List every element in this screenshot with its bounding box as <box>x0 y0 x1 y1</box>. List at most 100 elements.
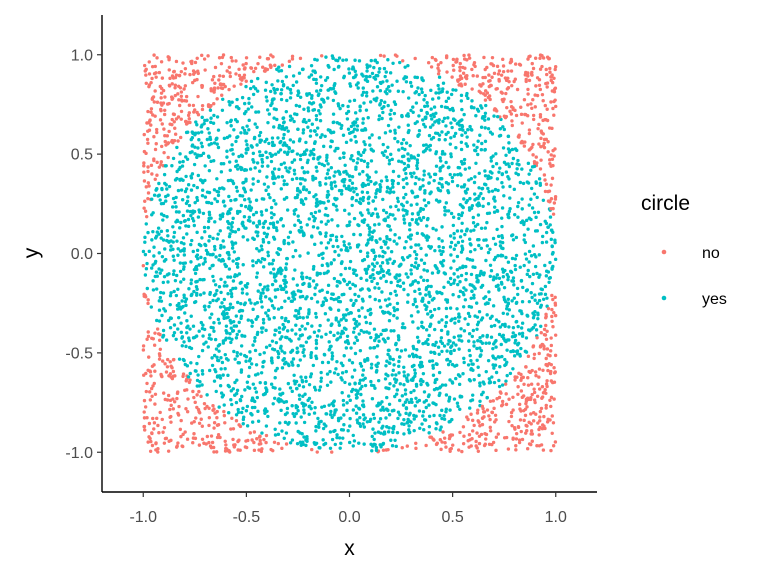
point-yes <box>299 344 303 348</box>
point-yes <box>488 247 492 251</box>
point-yes <box>145 261 149 266</box>
point-yes <box>164 338 169 342</box>
point-yes <box>316 416 320 421</box>
point-yes <box>500 216 504 220</box>
point-yes <box>201 211 206 216</box>
point-yes <box>345 339 350 343</box>
point-yes <box>444 201 449 205</box>
point-yes <box>513 267 518 272</box>
point-yes <box>315 334 320 338</box>
point-no <box>401 59 405 63</box>
point-yes <box>481 115 485 120</box>
point-yes <box>157 319 162 323</box>
point-yes <box>553 238 557 242</box>
point-yes <box>336 104 341 108</box>
point-no <box>176 92 180 96</box>
point-no <box>497 69 502 73</box>
point-no <box>537 367 542 371</box>
point-yes <box>212 159 216 163</box>
point-yes <box>414 256 418 261</box>
point-yes <box>365 190 370 195</box>
point-yes <box>312 330 317 334</box>
point-no <box>552 99 556 104</box>
point-yes <box>514 253 519 258</box>
point-no <box>146 109 150 114</box>
point-yes <box>550 267 554 271</box>
point-yes <box>266 284 270 288</box>
point-no <box>191 69 196 73</box>
point-no <box>175 391 180 396</box>
point-no <box>479 432 484 437</box>
point-yes <box>298 440 303 444</box>
point-yes <box>278 387 282 391</box>
point-yes <box>202 121 206 126</box>
point-yes <box>342 413 346 417</box>
point-yes <box>283 299 287 303</box>
point-yes <box>477 310 482 314</box>
point-yes <box>160 313 164 318</box>
point-yes <box>248 167 253 171</box>
point-yes <box>357 294 361 298</box>
point-no <box>221 74 226 79</box>
point-yes <box>541 198 546 202</box>
point-yes <box>441 81 446 85</box>
point-no <box>506 447 511 451</box>
point-yes <box>285 256 289 261</box>
point-yes <box>454 88 458 92</box>
point-yes <box>171 156 176 161</box>
point-yes <box>385 258 389 262</box>
point-no <box>529 395 533 400</box>
point-yes <box>424 147 429 151</box>
point-yes <box>449 154 453 159</box>
point-no <box>231 427 236 431</box>
point-yes <box>313 210 318 215</box>
point-yes <box>287 64 292 69</box>
point-yes <box>377 136 382 140</box>
point-yes <box>364 94 369 98</box>
point-yes <box>228 318 232 323</box>
point-yes <box>391 213 395 217</box>
point-yes <box>463 131 468 135</box>
point-no <box>550 314 554 319</box>
point-yes <box>511 314 515 318</box>
point-yes <box>176 307 180 311</box>
point-yes <box>342 354 346 358</box>
point-yes <box>161 280 166 285</box>
point-yes <box>171 254 176 258</box>
point-no <box>207 423 211 428</box>
point-no <box>244 56 249 60</box>
point-yes <box>403 65 407 69</box>
point-yes <box>373 386 377 390</box>
point-yes <box>363 148 367 152</box>
point-yes <box>372 264 377 268</box>
point-no <box>378 53 383 58</box>
point-yes <box>429 284 433 289</box>
point-no <box>142 63 147 68</box>
point-yes <box>178 261 183 265</box>
point-no <box>462 434 466 438</box>
point-yes <box>483 174 488 178</box>
point-yes <box>395 283 400 288</box>
point-no <box>252 448 257 453</box>
point-no <box>492 71 497 76</box>
point-yes <box>457 338 461 342</box>
point-yes <box>256 289 260 293</box>
point-yes <box>298 153 303 158</box>
point-yes <box>386 348 391 352</box>
point-yes <box>251 177 255 181</box>
point-yes <box>496 188 500 193</box>
point-no <box>145 214 149 219</box>
point-yes <box>268 221 273 226</box>
point-no <box>161 430 165 434</box>
point-yes <box>296 218 301 223</box>
point-yes <box>326 96 330 100</box>
point-yes <box>302 107 306 111</box>
point-no <box>458 68 462 73</box>
point-no <box>206 54 210 58</box>
point-no <box>176 139 180 143</box>
point-yes <box>373 431 377 435</box>
point-yes <box>254 363 259 367</box>
point-no <box>155 130 159 135</box>
point-yes <box>220 301 224 305</box>
point-yes <box>385 190 389 194</box>
